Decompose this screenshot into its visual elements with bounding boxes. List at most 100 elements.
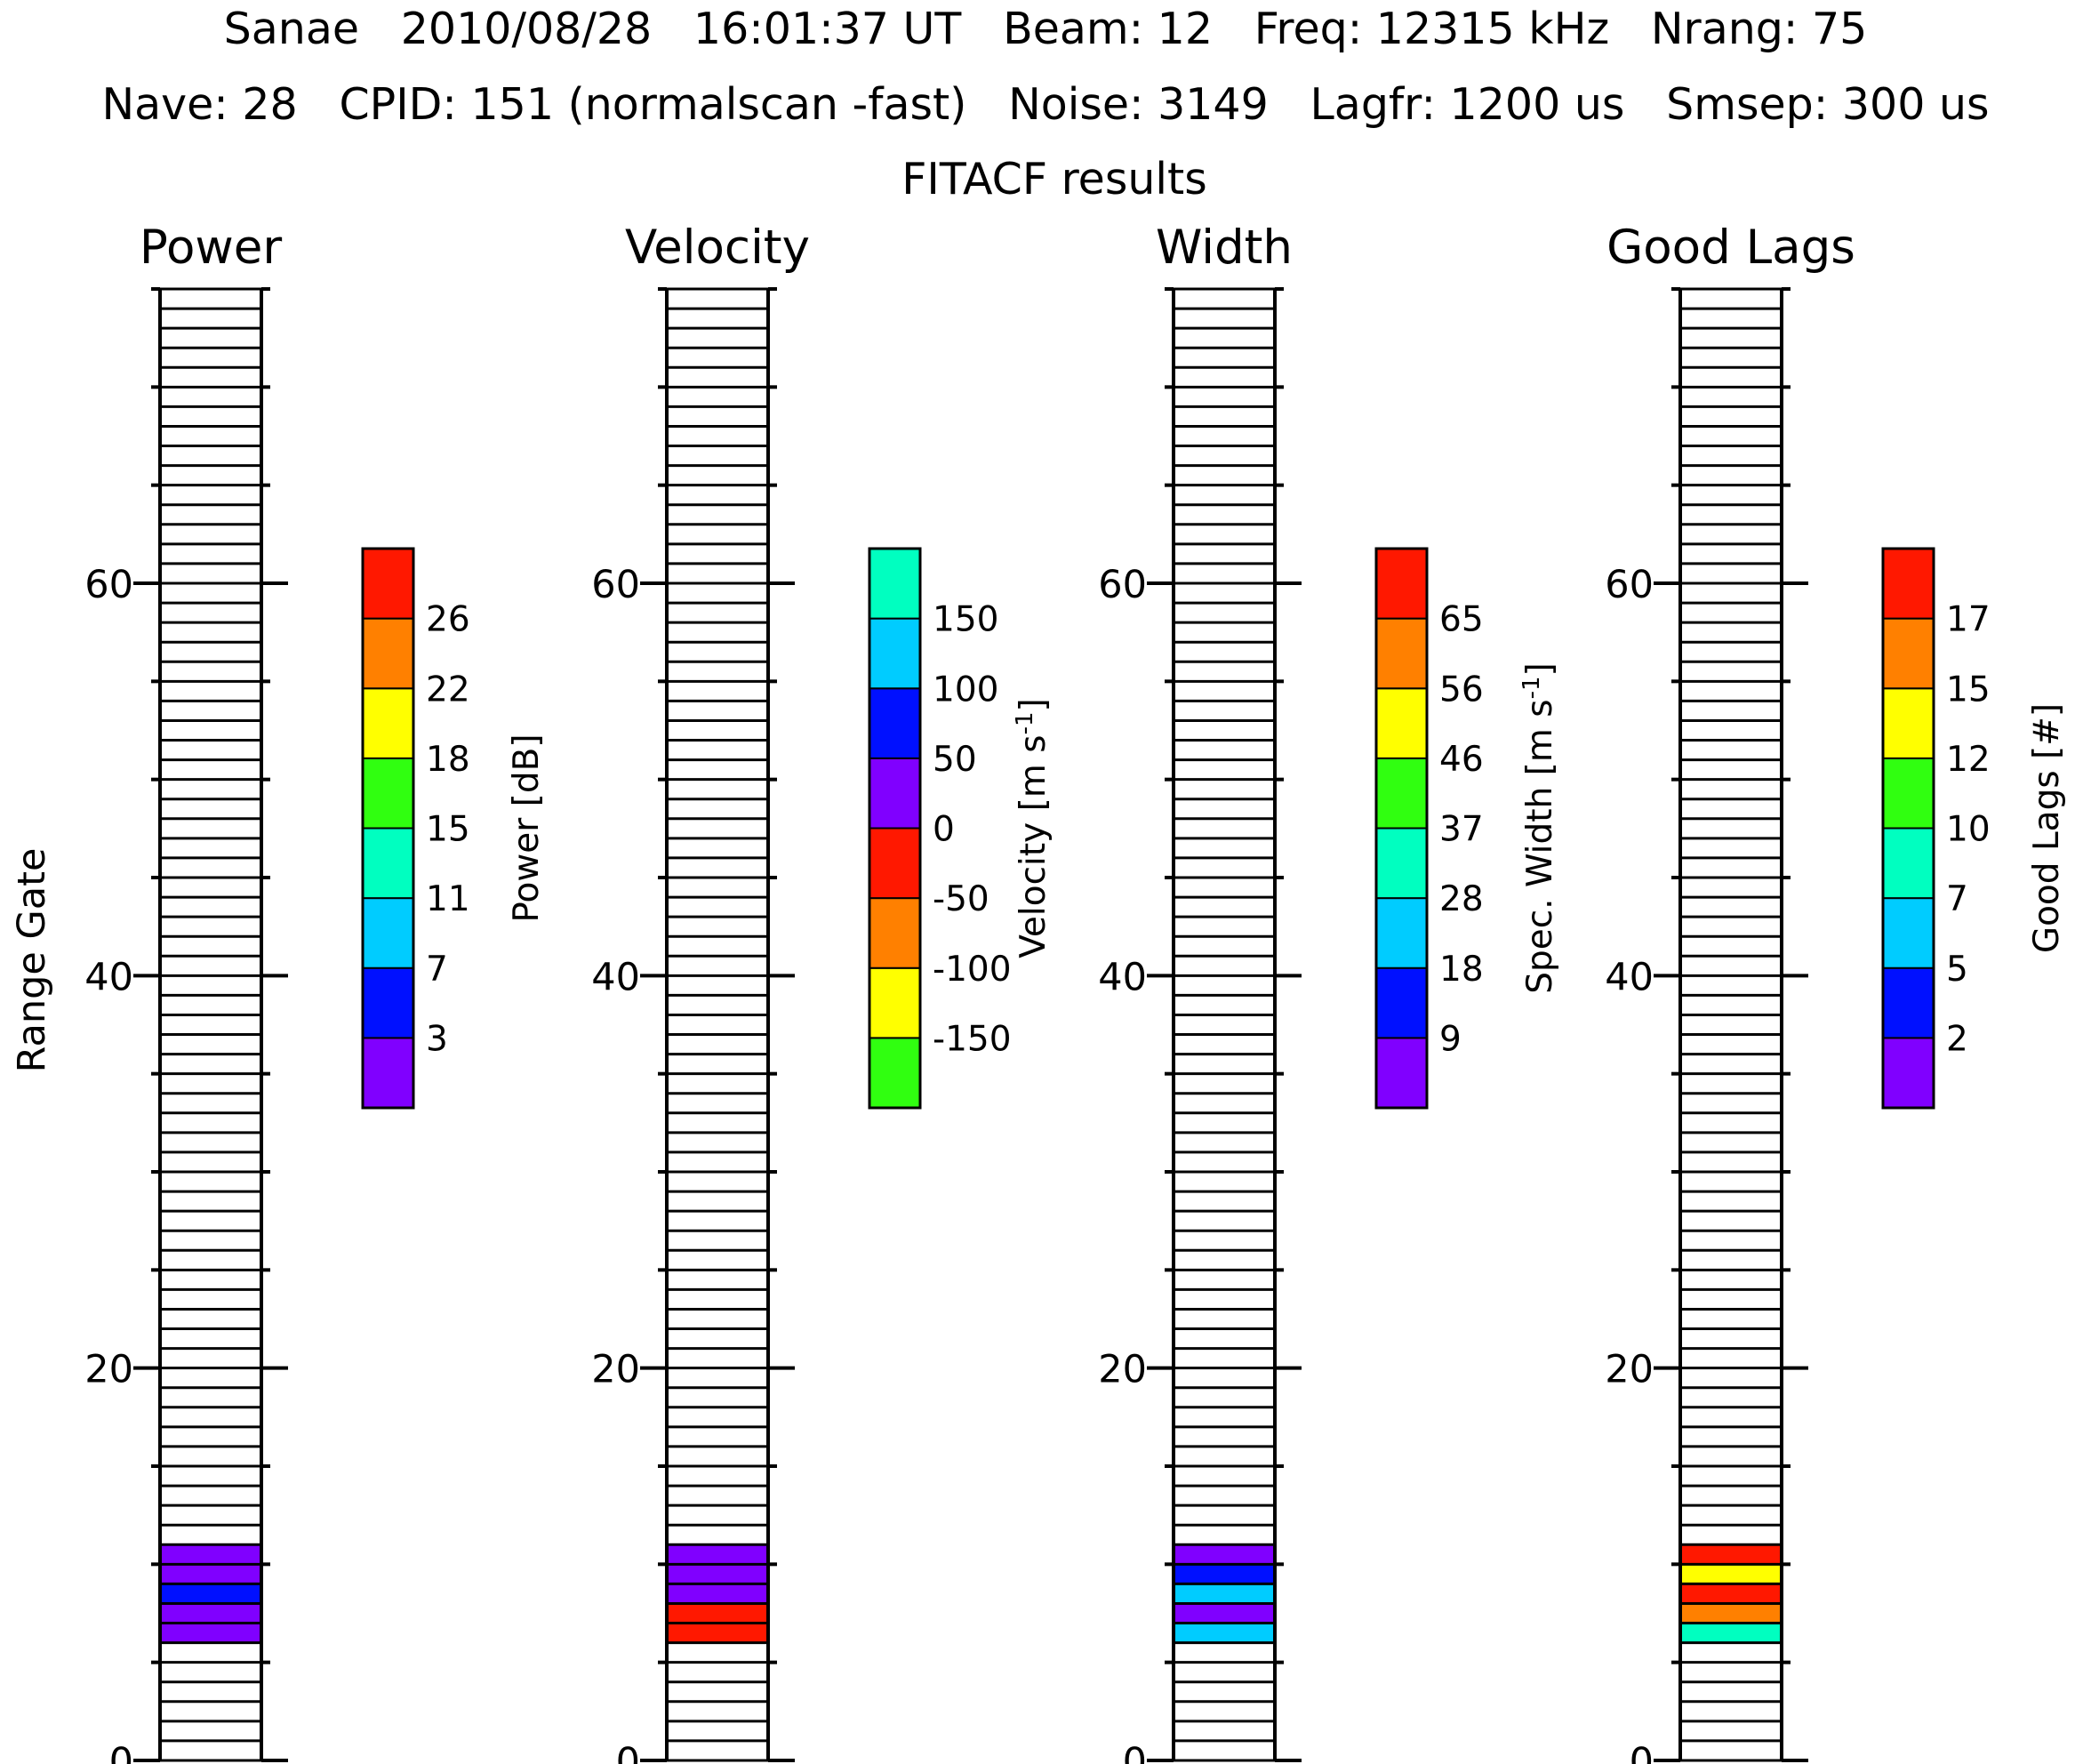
range-cell — [1680, 1584, 1782, 1604]
colorbar-label: Good Lags [#] — [2027, 703, 2067, 953]
colorbar-tick-label: 100 — [933, 670, 998, 710]
colorbar-tick-label: 17 — [1946, 600, 1991, 640]
colorbar-tick-label: 18 — [1439, 950, 1484, 990]
header-line-3: FITACF results — [901, 154, 1207, 204]
colorbar-swatch — [869, 548, 921, 620]
colorbar-label: Power [dB] — [507, 734, 547, 922]
header-line-1: Sanae 2010/08/28 16:01:37 UT Beam: 12 Fr… — [224, 4, 1868, 54]
colorbar-label: Velocity [m s-1] — [1012, 698, 1054, 958]
panel-title: Power — [140, 220, 282, 275]
colorbar-frame — [1881, 547, 1935, 1110]
colorbar-tick-label: 22 — [426, 670, 470, 710]
colorbar-tick-label: 3 — [426, 1019, 448, 1059]
colorbar-tick-label: 11 — [426, 879, 470, 919]
colorbar-swatch — [362, 617, 414, 690]
colorbar-tick-label: -150 — [933, 1019, 1012, 1059]
panel-title: Velocity — [625, 220, 810, 275]
y-tick-label: 20 — [84, 1348, 133, 1392]
range-cell — [1680, 1564, 1782, 1584]
y-axis-label: Range Gate — [10, 848, 54, 1073]
colorbar-tick-label: 9 — [1439, 1019, 1462, 1059]
colorbar-swatch — [1375, 897, 1428, 969]
range-cell — [667, 1603, 768, 1624]
colorbar-swatch — [869, 687, 921, 759]
y-tick-label: 40 — [1098, 955, 1147, 999]
range-cell — [667, 1564, 768, 1584]
y-tick-label: 0 — [1123, 1740, 1147, 1764]
colorbar-swatch — [1375, 687, 1428, 759]
colorbar-tick-label: 46 — [1439, 740, 1484, 780]
colorbar-swatch — [869, 1037, 921, 1109]
range-cell — [667, 1623, 768, 1643]
y-tick-label: 0 — [1630, 1740, 1654, 1764]
y-tick-label: 60 — [1605, 563, 1654, 607]
colorbar-tick-label: 50 — [933, 740, 977, 780]
panel-title: Good Lags — [1606, 220, 1855, 275]
range-cell — [1174, 1603, 1275, 1624]
colorbar-swatch — [1882, 548, 1935, 620]
range-cell — [1174, 1544, 1275, 1565]
colorbar-tick-label: 7 — [1946, 879, 1968, 919]
colorbar-swatch — [1375, 548, 1428, 620]
colorbar-tick-label: -50 — [933, 879, 989, 919]
colorbar-swatch — [1882, 1037, 1935, 1109]
header-line-2: Nave: 28 CPID: 151 (normalscan -fast) No… — [101, 79, 1989, 130]
colorbar-swatch — [1882, 687, 1935, 759]
y-tick-label: 40 — [1605, 955, 1654, 999]
range-cell — [1174, 1564, 1275, 1584]
range-cell — [160, 1564, 261, 1584]
colorbar-tick-label: 5 — [1946, 950, 1968, 990]
colorbar-swatch — [1882, 757, 1935, 830]
colorbar-swatch — [1882, 966, 1935, 1039]
y-tick-label: 40 — [84, 955, 133, 999]
range-cell — [1680, 1544, 1782, 1565]
colorbar-tick-label: 26 — [426, 600, 470, 640]
colorbar-swatch — [362, 966, 414, 1039]
y-tick-label: 40 — [591, 955, 640, 999]
colorbar-swatch — [1882, 617, 1935, 690]
range-cell — [667, 1584, 768, 1604]
y-tick-label: 0 — [616, 1740, 640, 1764]
colorbar-swatch — [1375, 757, 1428, 830]
colorbar-frame — [1374, 547, 1429, 1110]
colorbar-swatch — [1375, 617, 1428, 690]
colorbar-tick-label: 12 — [1946, 740, 1991, 780]
colorbar-swatch — [1375, 1037, 1428, 1109]
colorbar-swatch — [362, 827, 414, 900]
colorbar-swatch — [1882, 827, 1935, 900]
colorbar-tick-label: 2 — [1946, 1019, 1968, 1059]
range-cell — [160, 1623, 261, 1643]
colorbar-swatch — [1882, 897, 1935, 969]
colorbar-swatch — [1375, 966, 1428, 1039]
colorbar-tick-label: 18 — [426, 740, 470, 780]
colorbar-swatch — [869, 966, 921, 1039]
colorbar-tick-label: 28 — [1439, 879, 1484, 919]
y-tick-label: 60 — [591, 563, 640, 607]
y-tick-label: 60 — [84, 563, 133, 607]
range-cell — [667, 1544, 768, 1565]
range-cell — [1680, 1603, 1782, 1624]
colorbar-frame — [868, 547, 922, 1110]
colorbar-tick-label: 150 — [933, 600, 998, 640]
colorbar-tick-label: 15 — [1946, 670, 1991, 710]
colorbar-swatch — [362, 757, 414, 830]
panel-velocity: Velocity 0 20 40 60 -150 -100 -50 0 50 100 150 Veloc… — [591, 220, 1054, 1764]
range-cell — [160, 1584, 261, 1604]
colorbar-swatch — [362, 687, 414, 759]
colorbar-swatch — [869, 827, 921, 900]
range-cell — [1174, 1584, 1275, 1604]
range-cell — [1680, 1623, 1782, 1643]
colorbar-tick-label: 7 — [426, 950, 448, 990]
colorbar-swatch — [869, 617, 921, 690]
y-tick-label: 60 — [1098, 563, 1147, 607]
colorbar-swatch — [869, 757, 921, 830]
colorbar-tick-label: 15 — [426, 810, 470, 850]
range-cell — [1174, 1623, 1275, 1643]
colorbar-frame — [361, 547, 415, 1110]
colorbar-label: Spec. Width [m s-1] — [1518, 662, 1560, 994]
colorbar-tick-label: 10 — [1946, 810, 1991, 850]
colorbar-tick-label: 0 — [933, 810, 955, 850]
colorbar-swatch — [869, 897, 921, 969]
colorbar-swatch — [1375, 827, 1428, 900]
